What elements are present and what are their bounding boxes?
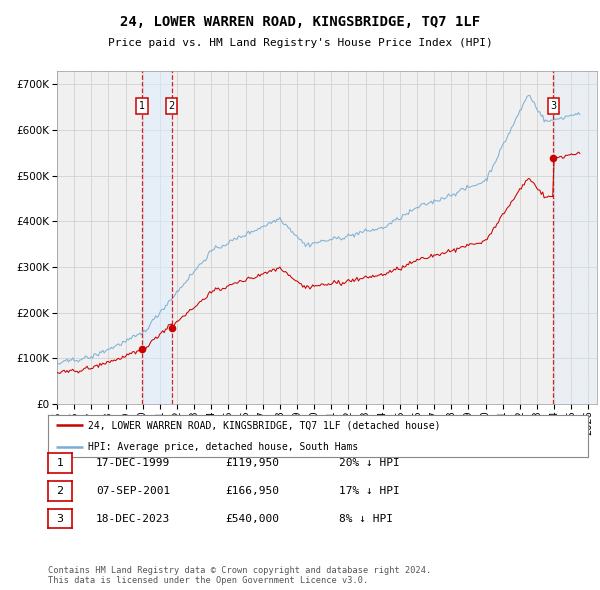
Text: 20% ↓ HPI: 20% ↓ HPI <box>339 458 400 468</box>
Text: 2: 2 <box>56 486 64 496</box>
Text: 17% ↓ HPI: 17% ↓ HPI <box>339 486 400 496</box>
Text: HPI: Average price, detached house, South Hams: HPI: Average price, detached house, Sout… <box>89 442 359 451</box>
Text: 24, LOWER WARREN ROAD, KINGSBRIDGE, TQ7 1LF (detached house): 24, LOWER WARREN ROAD, KINGSBRIDGE, TQ7 … <box>89 421 441 430</box>
Bar <box>142 71 172 404</box>
Text: 1: 1 <box>56 458 64 468</box>
Bar <box>553 71 597 404</box>
Text: Price paid vs. HM Land Registry's House Price Index (HPI): Price paid vs. HM Land Registry's House … <box>107 38 493 48</box>
Text: 18-DEC-2023: 18-DEC-2023 <box>96 514 170 523</box>
Text: 2: 2 <box>169 101 175 111</box>
Text: £540,000: £540,000 <box>225 514 279 523</box>
Point <box>548 153 558 162</box>
Point <box>167 323 176 333</box>
Point <box>137 345 147 354</box>
Text: This data is licensed under the Open Government Licence v3.0.: This data is licensed under the Open Gov… <box>48 576 368 585</box>
Text: 1: 1 <box>139 101 145 111</box>
Text: 3: 3 <box>550 101 557 111</box>
Text: 24, LOWER WARREN ROAD, KINGSBRIDGE, TQ7 1LF: 24, LOWER WARREN ROAD, KINGSBRIDGE, TQ7 … <box>120 15 480 29</box>
Text: 3: 3 <box>56 514 64 523</box>
Text: £166,950: £166,950 <box>225 486 279 496</box>
Text: 17-DEC-1999: 17-DEC-1999 <box>96 458 170 468</box>
Text: £119,950: £119,950 <box>225 458 279 468</box>
Text: Contains HM Land Registry data © Crown copyright and database right 2024.: Contains HM Land Registry data © Crown c… <box>48 566 431 575</box>
Text: 8% ↓ HPI: 8% ↓ HPI <box>339 514 393 523</box>
Text: 07-SEP-2001: 07-SEP-2001 <box>96 486 170 496</box>
